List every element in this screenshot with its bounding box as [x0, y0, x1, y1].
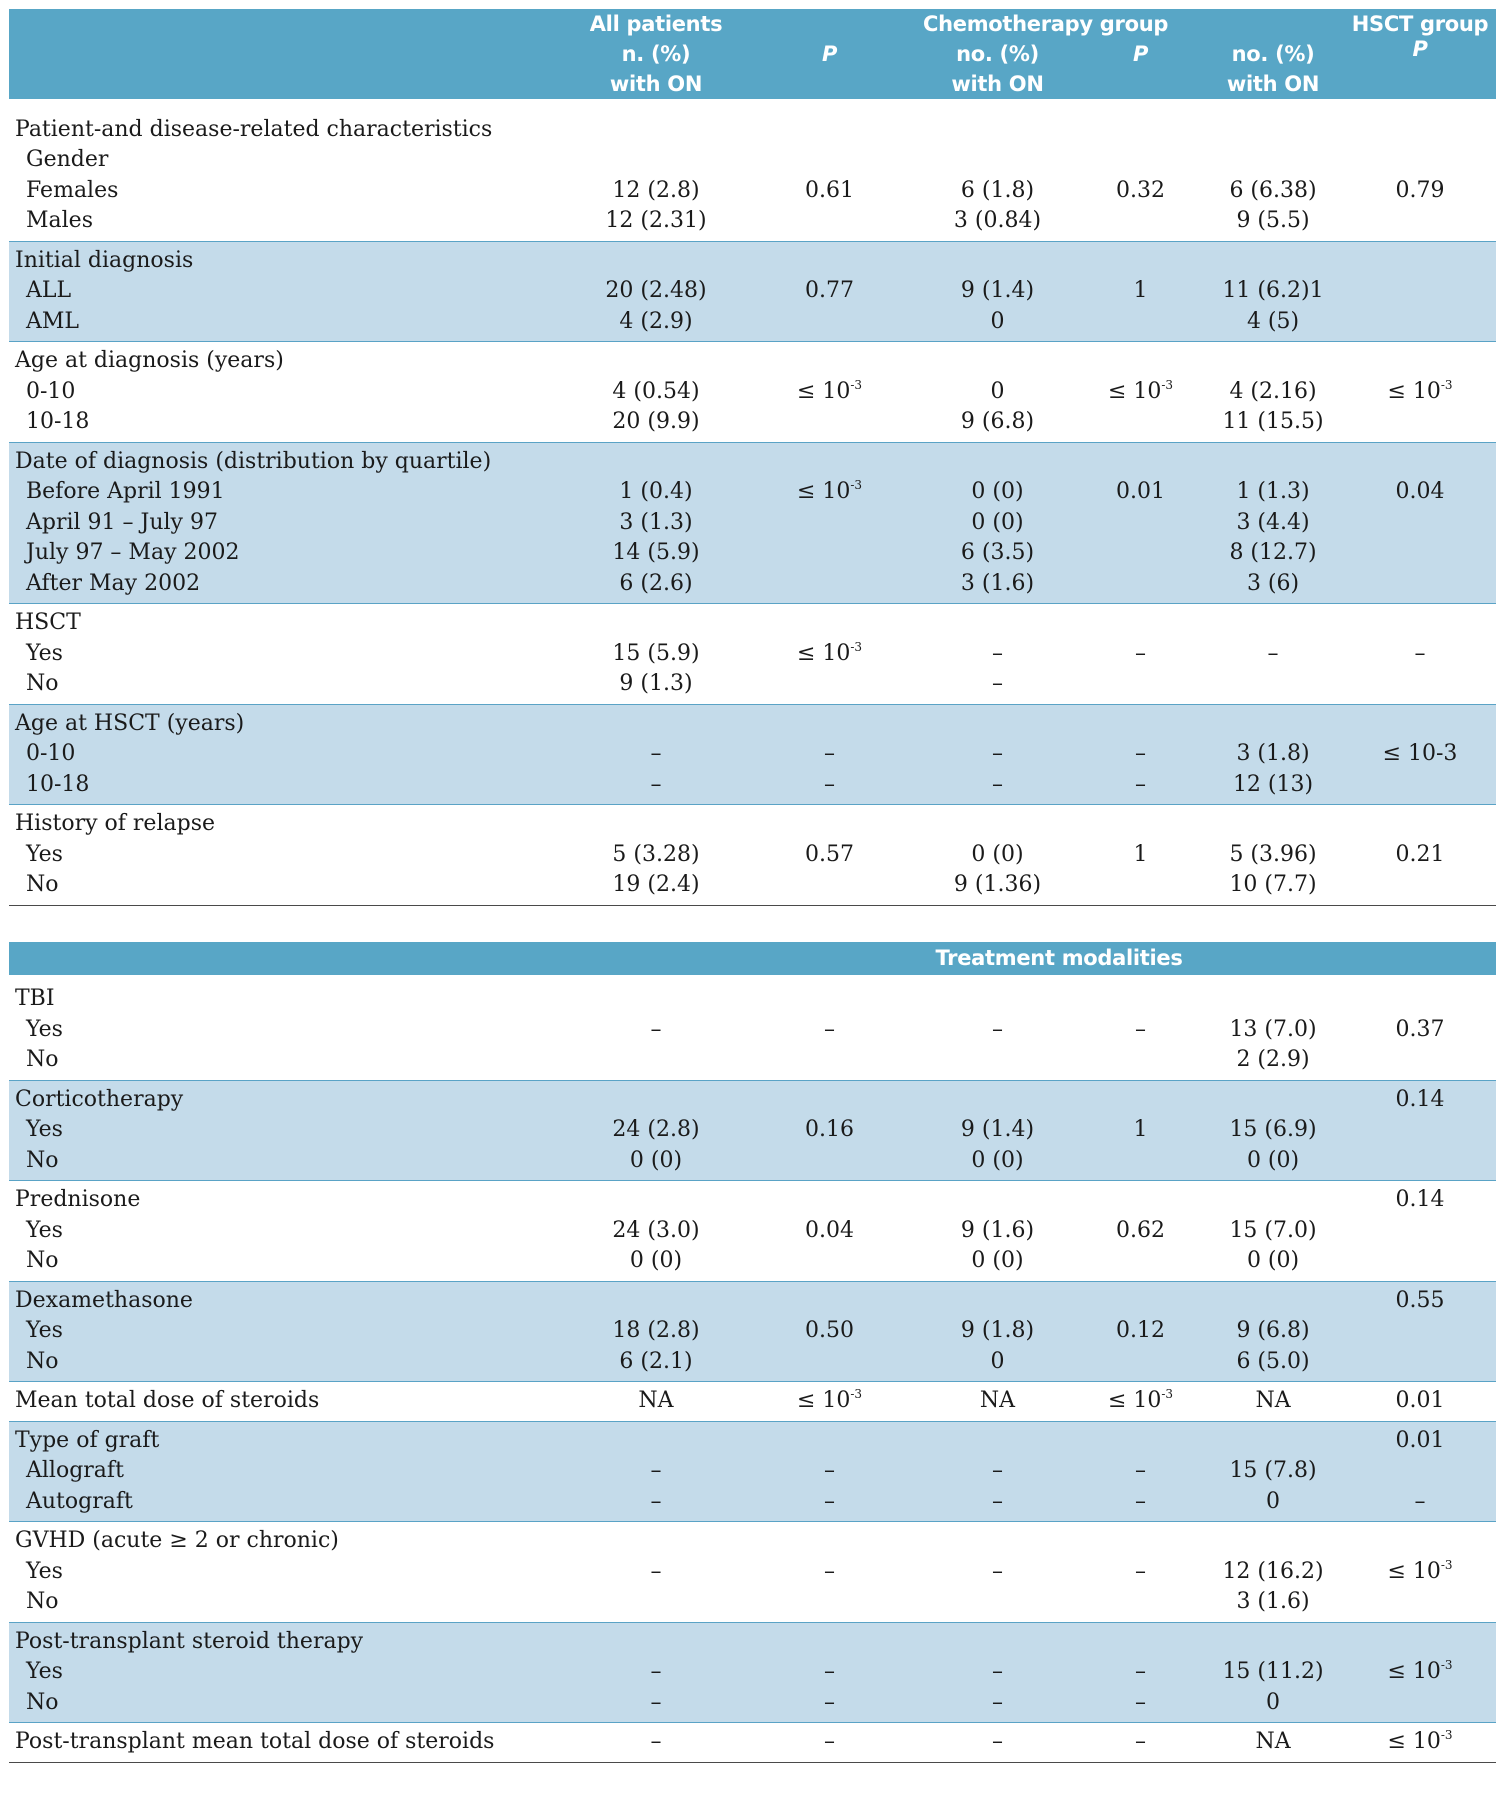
group-hsct: HSCT Yes 15 (5.9) ≤ 10-3 – – – – No 9 (1…: [9, 603, 1497, 705]
header-hsct-group: HSCT group: [1351, 12, 1489, 36]
table-row: Yes – – – – 15 (11.2) ≤ 10-3: [9, 1657, 1497, 1688]
group-prednisone: Prednisone 0.14 Yes 24 (3.0) 0.04 9 (1.6…: [9, 1180, 1497, 1282]
table-row: No 9 (1.3) –: [26, 671, 1003, 696]
row-label-age-at-diagnosis: Age at diagnosis (years): [9, 341, 569, 377]
table-row: Yes – – – – 13 (7.0) 0.37: [26, 1016, 1445, 1042]
header-all-patients-1: All patients: [589, 12, 723, 36]
group-type-of-graft: Type of graft 0.01 Allograft – – – – 15 …: [9, 1420, 1497, 1522]
header-chemo-2: no. (%): [956, 42, 1039, 66]
row-label-age-at-hsct: Age at HSCT (years): [9, 703, 569, 739]
table-row: No 6 (2.1) 0 6 (5.0): [9, 1346, 1497, 1382]
group-dexamethasone: Dexamethasone 0.55 Yes 18 (2.8) 0.50 9 (…: [9, 1280, 1497, 1382]
row-label-history-of-relapse: History of relapse: [9, 804, 569, 840]
table-row: No 0 (0) 0 (0) 0 (0): [9, 1145, 1497, 1181]
table-row: No 0 (0) 0 (0) 0 (0): [26, 1248, 1300, 1273]
row-label-type-of-graft: Type of graft: [9, 1420, 569, 1456]
row-label-hsct: HSCT: [9, 603, 569, 639]
header-hsct-counts-2: with ON: [1226, 72, 1320, 96]
group-gvhd: GVHD (acute ≥ 2 or chronic) Yes – – – – …: [9, 1521, 1497, 1623]
table-row: Post-transplant mean total dose of stero…: [9, 1722, 1497, 1763]
table-row: 0-10 – – – – 3 (1.8) ≤ 10-3: [9, 739, 1497, 770]
group-mean-total-dose: Mean total dose of steroids NA ≤ 10-3 NA…: [9, 1381, 1497, 1421]
group-tbi: TBI Yes – – – – 13 (7.0) 0.37 No 2 (2.9): [9, 975, 1496, 1081]
table-row: 0-10 4 (0.54) ≤ 10-3 0 ≤ 10-3 4 (2.16) ≤…: [26, 377, 1453, 404]
section-title-patient-disease: Patient-and disease-related characterist…: [15, 116, 493, 142]
header-chemo-3: with ON: [951, 72, 1044, 96]
group-age-at-hsct: Age at HSCT (years) 0-10 – – – – 3 (1.8)…: [9, 703, 1497, 805]
table-row: No – – – – 0: [9, 1687, 1497, 1723]
table-row: ALL 20 (2.48) 0.77 9 (1.4) 1 11 (6.2)1: [9, 276, 1497, 307]
row-label-gender: Gender: [26, 147, 109, 172]
group-initial-diagnosis: Initial diagnosis ALL 20 (2.48) 0.77 9 (…: [9, 240, 1497, 342]
table-row: Autograft – – – – 0 –: [9, 1486, 1497, 1522]
table-row: Yes 18 (2.8) 0.50 9 (1.8) 0.12 9 (6.8): [9, 1316, 1497, 1347]
table-row: Before April 1991 1 (0.4) ≤ 10-3 0 (0) 0…: [9, 477, 1497, 508]
table-row: April 91 – July 97 3 (1.3) 0 (0) 3 (4.4): [9, 507, 1497, 538]
results-table: All patients Chemotherapy group HSCT gro…: [9, 9, 1497, 1763]
results-table-page: All patients Chemotherapy group HSCT gro…: [9, 9, 1497, 1763]
row-label-tbi: TBI: [15, 986, 55, 1011]
table-row: Allograft – – – – 15 (7.8): [9, 1456, 1497, 1487]
table-row: After May 2002 6 (2.6) 3 (1.6) 3 (6): [9, 568, 1497, 604]
table-row: Mean total dose of steroids NA ≤ 10-3 NA…: [9, 1381, 1497, 1421]
table-row: No 3 (1.6): [26, 1589, 1310, 1614]
table-row: 10-18 – – – – 12 (13): [9, 769, 1497, 805]
row-label-prednisone: Prednisone: [9, 1180, 569, 1216]
table-header: All patients Chemotherapy group HSCT gro…: [9, 9, 1497, 99]
group-post-transplant-steroid: Post-transplant steroid therapy Yes – – …: [9, 1621, 1497, 1723]
header-chemo-1: Chemotherapy group: [923, 12, 1169, 36]
table-row: No 2 (2.9): [26, 1047, 1310, 1072]
table-row: Yes 15 (5.9) ≤ 10-3 – – – –: [26, 639, 1426, 666]
group-post-transplant-mean-dose: Post-transplant mean total dose of stero…: [9, 1722, 1497, 1763]
table-row: Yes – – – – 12 (16.2) ≤ 10-3: [26, 1557, 1453, 1584]
table-row: No 19 (2.4) 9 (1.36) 10 (7.7): [9, 870, 1497, 906]
group-corticotherapy: Corticotherapy 0.14 Yes 24 (2.8) 0.16 9 …: [9, 1079, 1497, 1181]
section-title-treatment-modalities: Treatment modalities: [935, 945, 1183, 970]
header-p-chemo: P: [1132, 42, 1149, 66]
header-all-patients-3: with ON: [609, 72, 703, 96]
group-date-of-diagnosis: Date of diagnosis (distribution by quart…: [9, 441, 1497, 604]
header-hsct-counts-1: no. (%): [1231, 42, 1315, 66]
section-header-treatment: Treatment modalities: [9, 941, 1497, 975]
row-label-dexamethasone: Dexamethasone: [9, 1280, 569, 1316]
row-label-date-of-diagnosis: Date of diagnosis (distribution by quart…: [9, 441, 569, 477]
table-row: Yes 24 (2.8) 0.16 9 (1.4) 1 15 (6.9): [9, 1115, 1497, 1146]
group-gender: Patient-and disease-related characterist…: [9, 99, 1496, 241]
header-p-all: P: [821, 42, 838, 66]
table-row: AML 4 (2.9) 0 4 (5): [9, 306, 1497, 342]
table-row: 10-18 20 (9.9) 9 (6.8) 11 (15.5): [26, 409, 1324, 434]
table-row: Females 12 (2.8) 0.61 6 (1.8) 0.32 6 (6.…: [26, 177, 1445, 203]
group-history-of-relapse: History of relapse Yes 5 (3.28) 0.57 0 (…: [9, 804, 1497, 906]
group-age-at-diagnosis: Age at diagnosis (years) 0-10 4 (0.54) ≤…: [9, 341, 1497, 443]
table-row: Yes 24 (3.0) 0.04 9 (1.6) 0.62 15 (7.0): [26, 1217, 1317, 1243]
table-row: Yes 5 (3.28) 0.57 0 (0) 1 5 (3.96) 0.21: [26, 841, 1445, 867]
header-all-patients-2: n. (%): [621, 42, 691, 66]
table-row: Males 12 (2.31) 3 (0.84) 9 (5.5): [26, 208, 1310, 233]
row-label-gvhd: GVHD (acute ≥ 2 or chronic): [9, 1521, 569, 1557]
header-p-hsct: P: [1412, 39, 1428, 61]
row-label-post-transplant-steroid: Post-transplant steroid therapy: [9, 1621, 569, 1657]
table-row: July 97 – May 2002 14 (5.9) 6 (3.5) 8 (1…: [9, 538, 1497, 569]
row-label-initial-diagnosis: Initial diagnosis: [9, 240, 569, 276]
row-label-corticotherapy: Corticotherapy: [9, 1079, 569, 1115]
